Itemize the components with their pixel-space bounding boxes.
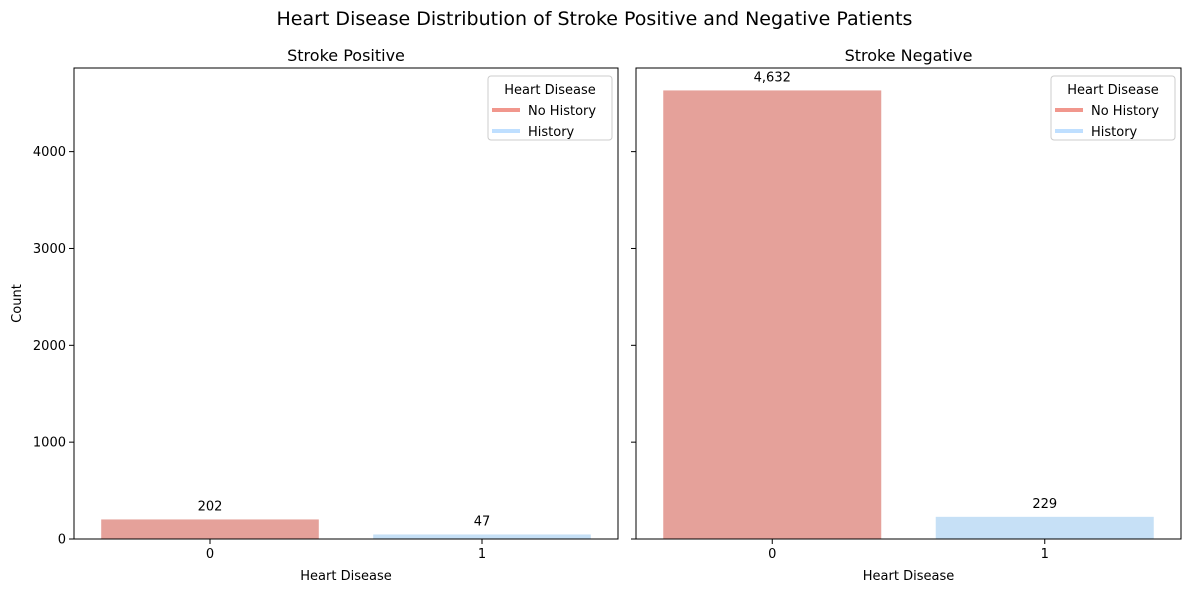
chart-title: Stroke Positive [287,46,405,65]
y-tick-label: 0 [58,533,66,548]
legend-box [1050,75,1176,141]
bar [373,534,591,539]
legend-label: History [528,125,575,140]
legend-title: Heart Disease [504,83,595,98]
axes-frame [73,67,619,540]
axes-frame [635,67,1182,540]
x-tick-label: 1 [1041,547,1049,562]
bar [935,516,1154,539]
y-tick-label: 1000 [33,436,66,451]
x-tick-label: 0 [768,547,776,562]
x-tick-label: 1 [478,547,486,562]
figure-title: Heart Disease Distribution of Stroke Pos… [277,8,913,30]
legend-label: History [1091,125,1138,140]
y-tick-label: 4000 [33,145,66,160]
data-label: 4,632 [754,70,791,85]
legend-title: Heart Disease [1067,83,1158,98]
x-axis-label: Heart Disease [300,569,391,584]
bar [663,90,882,539]
bar [101,519,319,539]
y-axis-label: Count [10,284,25,323]
legend-label: No History [528,104,596,119]
data-label: 47 [474,514,491,529]
legend: Heart Disease No History History [487,75,613,141]
chart-title: Stroke Negative [845,46,973,65]
x-tick-label: 0 [206,547,214,562]
x-axis-label: Heart Disease [863,569,954,584]
chart-panel-1: 202 0 47 1 0 1000 2000 3000 4000 Stroke Positive H… [10,46,619,584]
legend-label: No History [1091,104,1159,119]
y-tick-label: 2000 [33,339,66,354]
panels: 202 0 47 1 0 1000 2000 3000 4000 Stroke Positive H… [10,46,1182,584]
data-label: 229 [1032,497,1057,512]
legend: Heart Disease No History History [1050,75,1176,141]
y-tick-label: 3000 [33,242,66,257]
data-label: 202 [198,499,223,514]
legend-box [487,75,613,141]
